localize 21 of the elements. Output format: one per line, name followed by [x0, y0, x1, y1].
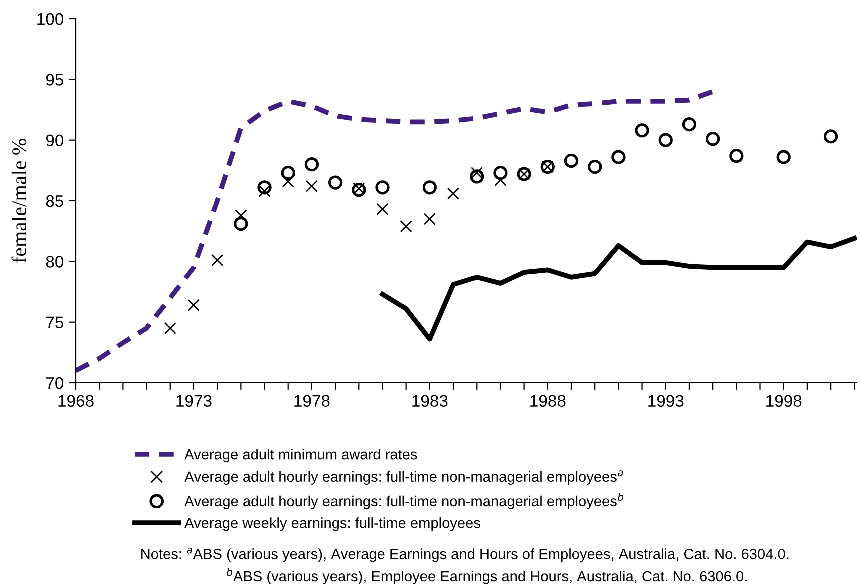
y-tick-label: 90 [46, 134, 64, 147]
x-tick-label: 1998 [766, 395, 802, 408]
x-tick-label: 1973 [176, 395, 212, 408]
y-tick-label: 95 [46, 74, 64, 86]
text: Notes: $^{a}$ABS (various years), Average Earnings and Hours of Employees, Australia, Cat. No. 6304.0. [142, 548, 789, 562]
legend-label: Average adult hourly earnings: full-time non-managerial employees$^{b}$ [184, 493, 624, 510]
legend-label: Average adult minimum award rates [184, 449, 418, 463]
legend-label: Average weekly earnings: full-time employees [184, 518, 480, 532]
text: $^{b}$ABS (various years), Employee Earnings and Hours, Australia, Cat. No. 6306.0. [226, 568, 747, 585]
x-tick-label: 1983 [412, 395, 448, 408]
y-tick-label: 75 [46, 316, 64, 329]
y-axis-title: female/male % [12, 138, 27, 264]
y-tick-label: 70 [46, 377, 64, 390]
y-tick-label: 80 [46, 256, 64, 268]
x-tick-label: 1988 [530, 395, 566, 408]
x-tick-label: 1993 [648, 395, 684, 408]
x-tick-label: 1978 [294, 395, 330, 408]
x-tick-label: 1968 [58, 395, 94, 408]
y-tick-label: 100 [38, 13, 64, 26]
y-tick-label: 85 [46, 195, 64, 208]
legend-label: Average adult hourly earnings: full-time non-managerial employees$^{a}$ [184, 470, 624, 485]
